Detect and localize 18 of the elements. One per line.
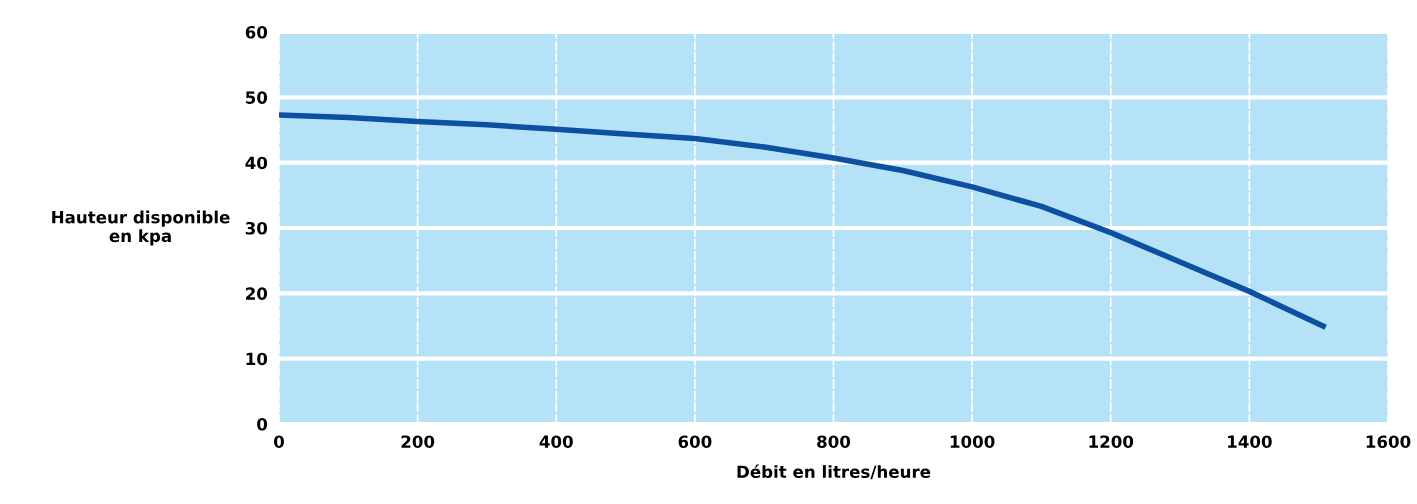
y-tick-label: 0 (257, 417, 268, 431)
x-axis-title: Débit en litres/heure (737, 464, 931, 480)
x-tick-label: 1000 (950, 435, 995, 449)
x-tick-label: 1400 (1228, 435, 1272, 449)
x-tick-label: 800 (817, 435, 851, 449)
x-tick-label: 400 (539, 435, 573, 449)
x-tick-label: 0 (274, 435, 284, 449)
x-tick-label: 600 (678, 435, 712, 449)
y-tick-label: 30 (245, 221, 268, 235)
y-tick-label: 50 (245, 91, 268, 104)
y-tick-label: 20 (246, 287, 268, 300)
x-tick-label: 1200 (1089, 435, 1134, 449)
y-tick-label: 40 (245, 156, 268, 170)
x-tick-label: 200 (401, 435, 435, 449)
y-tick-label: 60 (245, 25, 268, 39)
y-axis-title: Hauteur disponible en kpa (52, 210, 230, 246)
y-tick-label: 10 (246, 352, 268, 366)
x-tick-label: 1600 (1366, 435, 1411, 449)
